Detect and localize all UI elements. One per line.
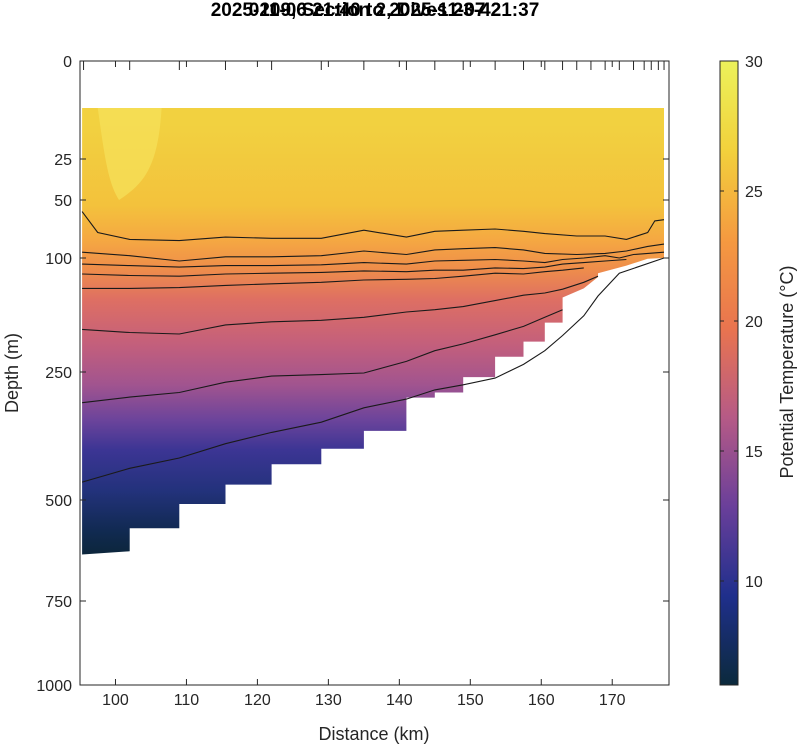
y-axis-label: Depth (m) [2,333,22,413]
contour-line-2 [82,243,665,262]
colorbar: 10 15 20 25 30 [719,54,763,686]
contour-line-3 [82,251,665,268]
contour-line-4 [82,258,627,277]
x-tick-label: 140 [386,692,413,709]
y-tick-label: 25 [54,152,72,169]
colorbar-gradient [719,60,739,686]
x-tick-label: 150 [457,692,484,709]
y-tick-label: 500 [45,493,72,510]
x-tick-label: 120 [244,692,271,709]
plot-area [80,61,669,685]
x-axis-label: Distance (km) [318,724,429,744]
x-tick-label: 110 [174,692,200,709]
colorbar-tick-label: 25 [745,184,763,201]
colorbar-tick-label: 20 [745,314,763,331]
colorbar-tick-label: 30 [745,54,763,71]
y-tick-label: 750 [45,594,72,611]
y-tick-label: 1000 [36,678,72,695]
colorbar-tick-label: 10 [745,574,763,591]
y-tick-label: 0 [63,54,72,71]
y-tick-label: 250 [45,365,72,382]
contour-line-8 [81,257,665,483]
y-tick-label: 50 [54,193,72,210]
contour-line-5 [82,267,584,289]
colorbar-tick-label: 15 [745,444,763,461]
contour-line-6 [82,275,599,335]
plot-frame [79,60,670,686]
chart-title-line-1: 0209, Section 2, Dives 23-42 [248,0,502,21]
contour-line-1 [81,211,665,242]
colorbar-label: Potential Temperature (°C) [777,266,797,479]
x-tick-label: 100 [102,692,129,709]
plot-axes: 100 110 120 130 140 150 160 170 0 25 50 100 250 500 75… [36,54,670,709]
contour-line-7 [82,309,563,404]
x-tick-label: 160 [528,692,555,709]
y-tick-label: 100 [45,251,72,268]
chart-title-line-2: 2025-11-06 21:40 to 2025-11-07 21:37 [210,0,540,21]
warm-surface-patch [97,108,162,200]
contour-lines [81,211,665,483]
x-tick-label: 170 [599,692,626,709]
x-tick-label: 130 [315,692,342,709]
